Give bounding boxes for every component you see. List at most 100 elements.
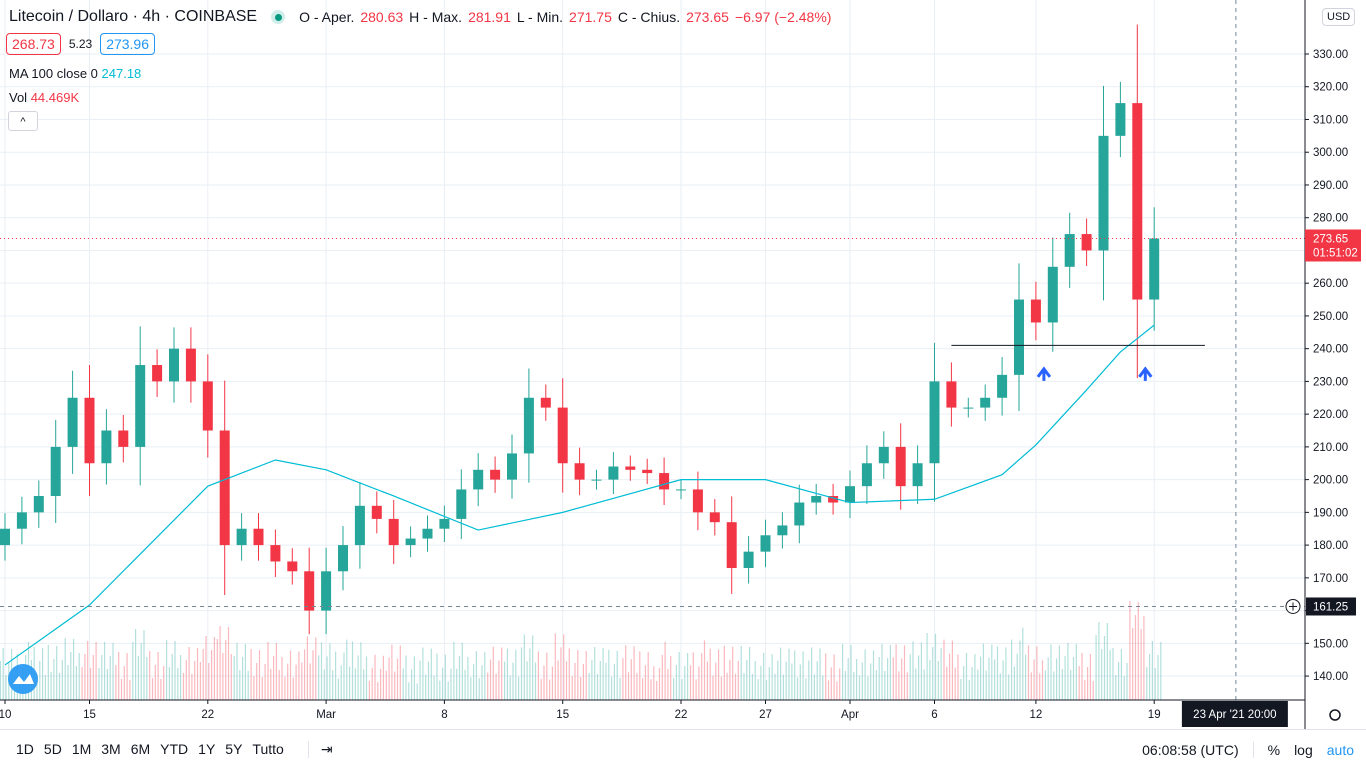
volume-bar <box>563 634 565 700</box>
sell-button[interactable]: 268.73 <box>6 33 61 55</box>
ma-legend[interactable]: MA 100 close 0 247.18 <box>9 66 141 81</box>
volume-bar <box>53 659 55 700</box>
price-tick-label: 240.00 <box>1313 344 1348 356</box>
volume-bar <box>1123 676 1125 700</box>
volume-bar <box>678 652 680 700</box>
volume-bar <box>816 661 818 700</box>
candle-body <box>743 551 754 569</box>
candle-body <box>1030 299 1041 323</box>
price-chart[interactable]: 140.00 150.00 170.00 180.00 190.00 200.00 210.… <box>0 0 1366 729</box>
candle-body <box>794 502 805 526</box>
volume-bar <box>1039 673 1041 700</box>
candle-body <box>591 479 602 481</box>
volume-bar <box>312 650 314 700</box>
vol-label: Vol <box>9 90 28 105</box>
volume-bar <box>137 656 139 700</box>
volume-bar <box>357 655 359 700</box>
volume-bar <box>101 655 103 700</box>
range-3m[interactable]: 3M <box>101 741 121 757</box>
volume-bar <box>227 627 230 700</box>
volume-bar <box>36 674 38 700</box>
market-open-icon <box>271 10 286 24</box>
volume-bar <box>715 662 717 700</box>
volume-bar <box>1067 643 1069 700</box>
volume-bar <box>642 678 644 700</box>
volume-bar <box>853 672 855 700</box>
price-tick-label: 150.00 <box>1313 638 1348 650</box>
volume-bar <box>261 677 263 700</box>
volume-bar <box>518 676 520 700</box>
volume-bar <box>529 648 531 700</box>
plus-icon <box>1289 602 1297 611</box>
clock[interactable]: 06:08:58 (UTC) <box>1142 741 1239 758</box>
candle-body <box>202 381 213 431</box>
volume-bar <box>422 647 424 700</box>
volume-bar <box>996 646 999 700</box>
volume-bar <box>39 661 41 700</box>
volume-bar <box>281 657 283 700</box>
volume-bar <box>689 665 692 700</box>
volume-bar <box>915 668 917 700</box>
volume-bar <box>287 663 289 700</box>
range-1y[interactable]: 1Y <box>198 741 216 757</box>
volume-bar <box>619 677 621 700</box>
volume-bar <box>354 668 356 700</box>
volume-bar <box>954 667 956 700</box>
range-5d[interactable]: 5D <box>43 741 62 757</box>
volume-bar <box>180 655 182 700</box>
volume-bar <box>546 652 548 700</box>
volume-bar <box>385 670 387 700</box>
volume-bar <box>616 650 618 700</box>
candle-body <box>456 489 467 519</box>
time-tick-label: 19 <box>1148 709 1161 721</box>
volume-bar <box>625 645 627 700</box>
range-1d[interactable]: 1D <box>16 741 34 757</box>
price-tick-label: 290.00 <box>1313 180 1348 192</box>
candle-body <box>1132 103 1143 300</box>
spread: 5.23 <box>68 37 93 51</box>
volume-bar <box>980 656 982 700</box>
volume-bar <box>5 675 7 700</box>
candle-body <box>878 446 889 464</box>
volume-bar <box>571 676 573 700</box>
candle-body <box>270 545 281 562</box>
settings-icon[interactable] <box>1329 709 1341 721</box>
candle-body <box>540 397 551 408</box>
volume-bar <box>582 664 584 700</box>
date-range-icon[interactable]: ⇥ <box>307 740 333 758</box>
range-6m[interactable]: 6M <box>130 741 151 757</box>
volume-bar <box>1087 667 1089 700</box>
volume-bar <box>87 641 89 700</box>
currency-button[interactable]: USD <box>1322 8 1356 26</box>
candle-body <box>726 522 737 569</box>
volume-bar <box>475 651 477 700</box>
volume-bar <box>402 668 404 700</box>
candle-body <box>1149 238 1160 300</box>
range-tutto[interactable]: Tutto <box>252 741 284 757</box>
volume-bar <box>216 639 218 700</box>
range-ytd[interactable]: YTD <box>160 741 189 757</box>
volume-bar <box>75 666 77 700</box>
buy-button[interactable]: 273.96 <box>100 33 156 55</box>
volume-bar <box>1137 602 1139 700</box>
candle-body <box>507 453 517 480</box>
price-tick-label: 320.00 <box>1313 82 1348 94</box>
volume-bar <box>278 670 280 700</box>
volume-bar <box>425 674 427 700</box>
range-1m[interactable]: 1M <box>71 741 92 757</box>
range-5y[interactable]: 5Y <box>225 741 243 757</box>
volume-bar <box>909 654 911 700</box>
volume-bar <box>878 657 880 700</box>
volume-bar <box>560 647 562 700</box>
percent-toggle[interactable]: % <box>1252 741 1280 758</box>
volume-bar <box>461 642 463 700</box>
candle-body <box>388 518 399 546</box>
high-value: 281.91 <box>468 9 511 25</box>
auto-toggle[interactable]: auto <box>1326 741 1354 758</box>
volume-bar <box>1112 648 1114 700</box>
log-toggle[interactable]: log <box>1294 741 1313 758</box>
symbol-title[interactable]: Litecoin / Dollaro · 4h · COINBASE <box>9 8 258 25</box>
vol-legend[interactable]: Vol 44.469K <box>9 90 79 105</box>
volume-bar <box>1064 656 1066 700</box>
collapse-legend-button[interactable]: ^ <box>8 111 38 131</box>
